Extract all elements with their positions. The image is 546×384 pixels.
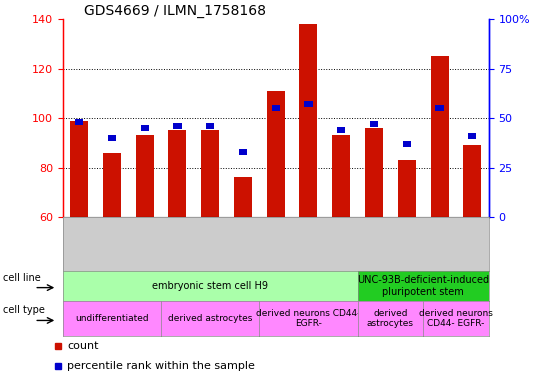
Bar (141, 125, 149, 131)
Bar (463, 145, 482, 217)
Bar (370, 121, 378, 127)
Text: embryonic stem cell H9: embryonic stem cell H9 (152, 281, 268, 291)
Bar (108, 135, 116, 141)
Bar (136, 136, 154, 217)
Text: undifferentiated: undifferentiated (75, 314, 149, 323)
Bar (397, 160, 416, 217)
Text: UNC-93B-deficient-induced
pluripotent stem: UNC-93B-deficient-induced pluripotent st… (357, 275, 489, 297)
Bar (299, 24, 317, 217)
Bar (239, 149, 247, 155)
Bar (430, 56, 449, 217)
Bar (305, 101, 312, 107)
Bar (272, 105, 280, 111)
Bar (337, 127, 345, 133)
Text: derived
astrocytes: derived astrocytes (367, 309, 414, 328)
Text: derived neurons CD44-
EGFR-: derived neurons CD44- EGFR- (256, 309, 361, 328)
Bar (75, 119, 83, 125)
Bar (103, 153, 121, 217)
Text: derived neurons
CD44- EGFR-: derived neurons CD44- EGFR- (419, 309, 493, 328)
Text: GDS4669 / ILMN_1758168: GDS4669 / ILMN_1758168 (84, 4, 266, 18)
Bar (234, 177, 252, 217)
Bar (174, 123, 181, 129)
Text: cell type: cell type (3, 305, 45, 315)
Text: cell line: cell line (3, 273, 40, 283)
Bar (206, 123, 214, 129)
Bar (468, 133, 476, 139)
Bar (70, 121, 88, 217)
Bar (365, 128, 383, 217)
Bar (332, 136, 351, 217)
Bar (168, 131, 187, 217)
Text: percentile rank within the sample: percentile rank within the sample (67, 361, 255, 371)
Bar (436, 105, 443, 111)
Bar (403, 141, 411, 147)
Text: count: count (67, 341, 99, 351)
Text: derived astrocytes: derived astrocytes (168, 314, 252, 323)
Bar (266, 91, 285, 217)
Bar (201, 131, 219, 217)
